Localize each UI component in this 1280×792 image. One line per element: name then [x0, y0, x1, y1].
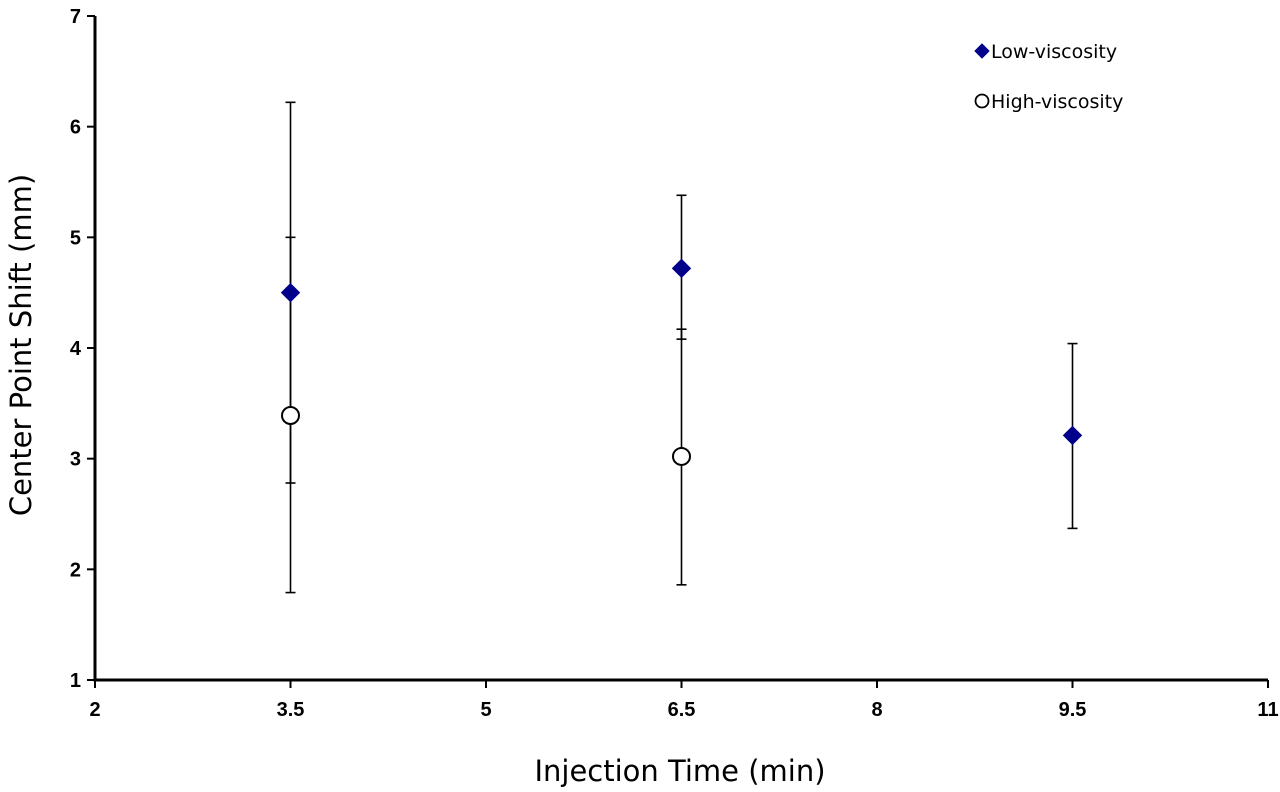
diamond-point — [1062, 425, 1083, 446]
x-tick-label: 6.5 — [668, 699, 696, 721]
x-tick-label: 5 — [480, 699, 491, 721]
legend: Low-viscosity High-viscosity — [974, 41, 1123, 113]
y-tick-label: 3 — [70, 449, 81, 471]
y-tick-label: 5 — [70, 227, 81, 249]
legend-marker-circle — [974, 93, 990, 109]
data-points — [280, 258, 1083, 466]
legend-marker-diamond — [974, 43, 990, 59]
legend-label: High-viscosity — [991, 91, 1123, 113]
circle-point — [281, 406, 300, 426]
x-axis-title: Injection Time (min) — [534, 754, 825, 788]
circle-point — [672, 446, 691, 466]
y-tick-label: 7 — [70, 6, 81, 28]
x-tick-label: 9.5 — [1059, 699, 1087, 721]
y-tick-label: 4 — [70, 338, 82, 360]
y-tick-label: 1 — [70, 670, 81, 692]
y-axis-title: Center Point Shift (mm) — [4, 174, 38, 516]
x-tick-label: 2 — [89, 699, 100, 721]
diamond-point — [280, 282, 301, 303]
x-tick-label: 3.5 — [277, 699, 305, 721]
y-tick-label: 6 — [70, 117, 81, 139]
x-tick-label: 11 — [1257, 699, 1278, 721]
y-tick-label: 2 — [70, 559, 81, 581]
x-tick-label: 8 — [871, 699, 882, 721]
error-bars — [285, 101, 1078, 594]
legend-label: Low-viscosity — [991, 41, 1117, 63]
diamond-point — [671, 258, 692, 279]
